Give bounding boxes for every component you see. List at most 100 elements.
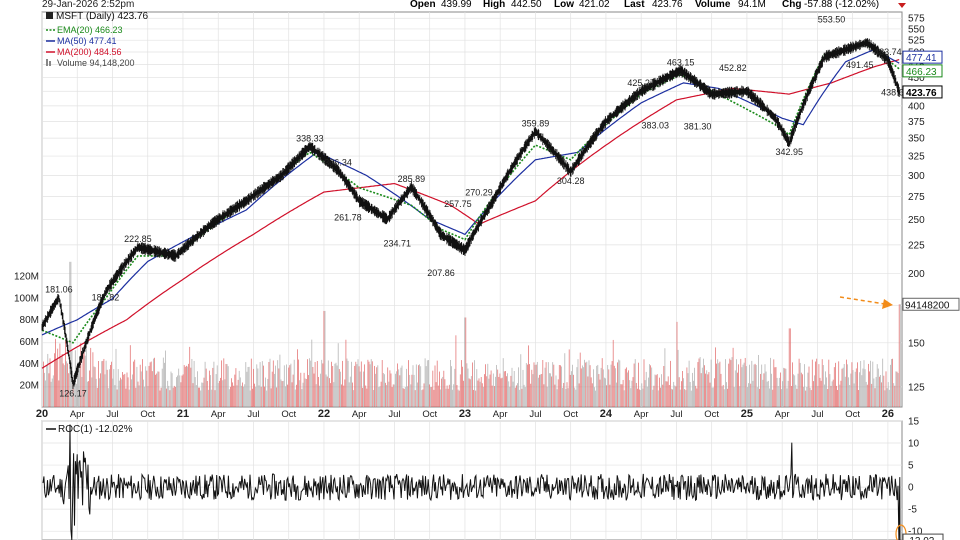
volume-bar [583, 367, 584, 407]
volume-bar [748, 383, 749, 407]
volume-bar [632, 377, 634, 407]
volume-bar [311, 339, 313, 407]
volume-bar [791, 386, 792, 407]
volume-bar [177, 375, 178, 407]
volume-bar [467, 368, 469, 407]
x-tick-label: Apr [352, 409, 367, 420]
volume-bar [569, 374, 571, 407]
volume-bar [139, 364, 141, 407]
volume-bar [682, 371, 683, 407]
volume-bar [183, 365, 185, 407]
volume-bar [400, 367, 402, 407]
volume-bar [370, 359, 372, 407]
volume-bar [326, 376, 328, 407]
volume-bar [872, 361, 874, 407]
volume-bar [488, 378, 490, 407]
volume-bar [291, 382, 293, 407]
roc-tick-label: 10 [908, 439, 920, 450]
volume-bar [301, 389, 303, 407]
price-tick-label: 200 [908, 269, 925, 280]
volume-bar [626, 367, 627, 407]
volume-bar [442, 376, 444, 407]
price-annotation: 452.82 [719, 63, 747, 73]
volume-bar [821, 359, 823, 407]
volume-bar [283, 365, 285, 407]
volume-bar [380, 381, 382, 407]
volume-bar [613, 365, 615, 407]
volume-bar [122, 372, 123, 407]
price-badge-label: 477.41 [906, 53, 937, 64]
volume-bar [594, 387, 595, 407]
volume-bar [160, 387, 162, 407]
volume-bar [742, 364, 744, 407]
volume-bar [376, 367, 378, 407]
volume-bar [412, 365, 414, 407]
price-tick-label: 225 [908, 240, 925, 251]
volume-bar [208, 389, 209, 407]
volume-bar [164, 362, 165, 407]
volume-bar [687, 373, 689, 407]
volume-bar [348, 382, 350, 407]
volume-bar [848, 377, 849, 407]
volume-bar [694, 367, 695, 407]
volume-bar [214, 390, 216, 407]
x-tick-label: Apr [70, 409, 85, 420]
volume-bar [733, 387, 735, 407]
volume-bar [726, 382, 727, 407]
volume-bar [725, 359, 726, 407]
volume-bar [745, 366, 747, 407]
volume-bar [564, 353, 566, 407]
volume-bar [478, 378, 480, 407]
volume-bar [553, 364, 555, 407]
volume-bar [226, 364, 228, 407]
volume-bar [232, 382, 233, 407]
volume-bar [231, 378, 232, 407]
roc-legend-text: ROC(1) -12.02% [58, 424, 133, 435]
volume-bar [138, 385, 140, 407]
volume-bar [793, 374, 794, 407]
volume-bar [331, 361, 332, 407]
price-tick-label: 375 [908, 117, 925, 128]
volume-bar [345, 339, 347, 407]
volume-bar [234, 374, 236, 407]
volume-bar [494, 386, 495, 407]
x-tick-label: Oct [563, 409, 578, 420]
volume-bar [776, 377, 778, 407]
volume-bar [690, 390, 692, 407]
header-datetime: 29-Jan-2026 2:52pm [42, 0, 134, 10]
volume-bar [268, 362, 270, 407]
volume-bar [530, 383, 532, 407]
volume-bar [433, 389, 435, 407]
volume-bar [518, 367, 519, 407]
x-tick-label: Oct [704, 409, 719, 420]
volume-bar [728, 363, 730, 407]
volume-bar [180, 382, 182, 407]
volume-bar [608, 369, 610, 407]
x-tick-label: Apr [493, 409, 508, 420]
volume-bar [858, 389, 859, 407]
volume-bar [379, 386, 381, 407]
volume-bar [863, 360, 865, 407]
volume-bar [286, 364, 287, 407]
volume-bar [403, 388, 405, 407]
volume-bar [732, 347, 734, 407]
volume-bar [173, 385, 175, 407]
volume-bar [236, 385, 238, 407]
volume-bar [125, 388, 127, 407]
volume-bar [885, 371, 887, 407]
volume-bar [507, 373, 508, 407]
volume-bar [534, 364, 536, 407]
volume-bar [485, 364, 486, 407]
volume-bar [305, 378, 307, 407]
volume-bar [495, 376, 496, 407]
volume-bar [842, 367, 844, 407]
volume-bar [874, 388, 876, 407]
volume-bar [486, 376, 488, 407]
volume-bar [798, 358, 800, 407]
volume-bar [211, 389, 213, 407]
volume-bar [80, 342, 82, 407]
volume-bar [269, 358, 271, 407]
volume-bar [761, 364, 763, 407]
volume-bar [244, 384, 246, 407]
roc-path [42, 424, 901, 540]
